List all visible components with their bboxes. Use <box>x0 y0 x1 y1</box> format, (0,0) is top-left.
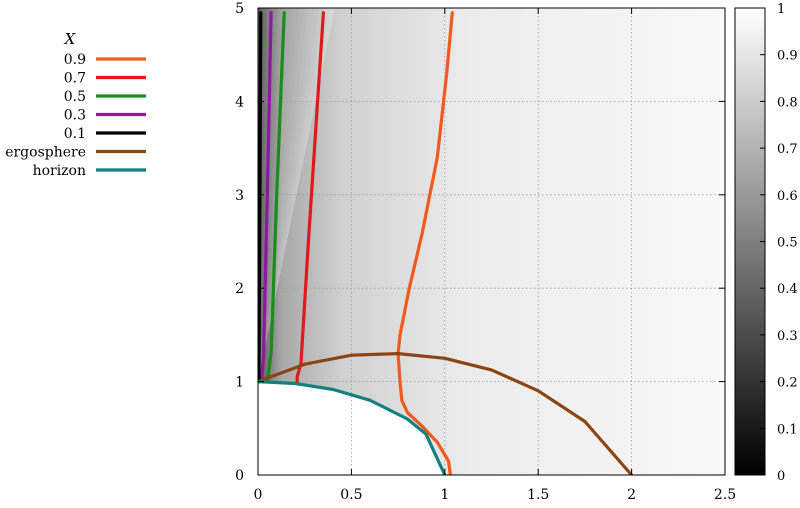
y-tick-label: 3 <box>235 188 244 204</box>
colorbar-tick-label: 1 <box>777 2 785 17</box>
series-line-0-7 <box>295 11 325 384</box>
colorbar-tick-label: 0 <box>777 469 785 484</box>
legend-label: 0.1 <box>64 126 86 142</box>
legend-label: horizon <box>33 163 86 179</box>
colorbar-tick-label: 0.8 <box>777 95 798 110</box>
heatmap-ray <box>258 8 315 382</box>
heatmap-background <box>258 8 725 475</box>
legend-label: 0.3 <box>64 108 86 124</box>
heatmap-ray <box>258 8 304 382</box>
colorbar-tick-label: 0.4 <box>777 282 798 297</box>
series-line-0-9 <box>396 11 454 475</box>
legend-label: 0.5 <box>64 89 86 105</box>
legend-label: 0.7 <box>64 71 86 87</box>
legend: X 0.9 0.7 0.5 0.3 0.1 ergosphere horizon <box>5 30 146 179</box>
series-line-0-5 <box>265 11 286 384</box>
x-tick-label: 2.5 <box>714 487 736 503</box>
series-line-ergosphere <box>258 352 634 475</box>
colorbar-tick-label: 0.5 <box>777 236 798 251</box>
y-tick-label: 4 <box>235 94 244 110</box>
y-tick-label: 0 <box>235 468 244 484</box>
colorbar: 0 0.1 0.2 0.3 0.4 0.5 0.6 0.7 0.8 0.9 1 <box>734 2 798 484</box>
x-tick-label: 2 <box>627 487 636 503</box>
x-tick-label: 1 <box>440 487 449 503</box>
colorbar-tick-label: 0.1 <box>777 422 798 437</box>
series-line-0-3 <box>260 11 273 384</box>
axes: 0 0.5 1 1.5 2 2.5 0 1 2 3 4 5 <box>235 1 736 503</box>
heatmap-ray <box>258 8 267 382</box>
heatmap-ray <box>258 8 335 382</box>
grid <box>258 8 725 475</box>
x-tick-label: 0.5 <box>340 487 362 503</box>
colorbar-tick-label: 0.6 <box>777 189 798 204</box>
legend-label: 0.9 <box>64 52 86 68</box>
x-tick-label: 1.5 <box>527 487 549 503</box>
y-tick-label: 2 <box>235 281 244 297</box>
y-tick-label: 5 <box>235 1 244 17</box>
x-tick-label: 0 <box>254 487 263 503</box>
y-tick-label: 1 <box>235 375 244 391</box>
colorbar-tick-label: 0.7 <box>777 142 798 157</box>
colorbar-tick-label: 0.9 <box>777 49 798 64</box>
legend-title: X <box>64 30 77 48</box>
series-line-0-1 <box>258 11 263 384</box>
series-line-horizon <box>258 380 447 475</box>
colorbar-tick-label: 0.2 <box>777 376 798 391</box>
heatmap-ray <box>258 8 330 382</box>
plot-frame <box>257 7 726 476</box>
colorbar-tick-label: 0.3 <box>777 329 798 344</box>
legend-label: ergosphere <box>5 145 86 161</box>
